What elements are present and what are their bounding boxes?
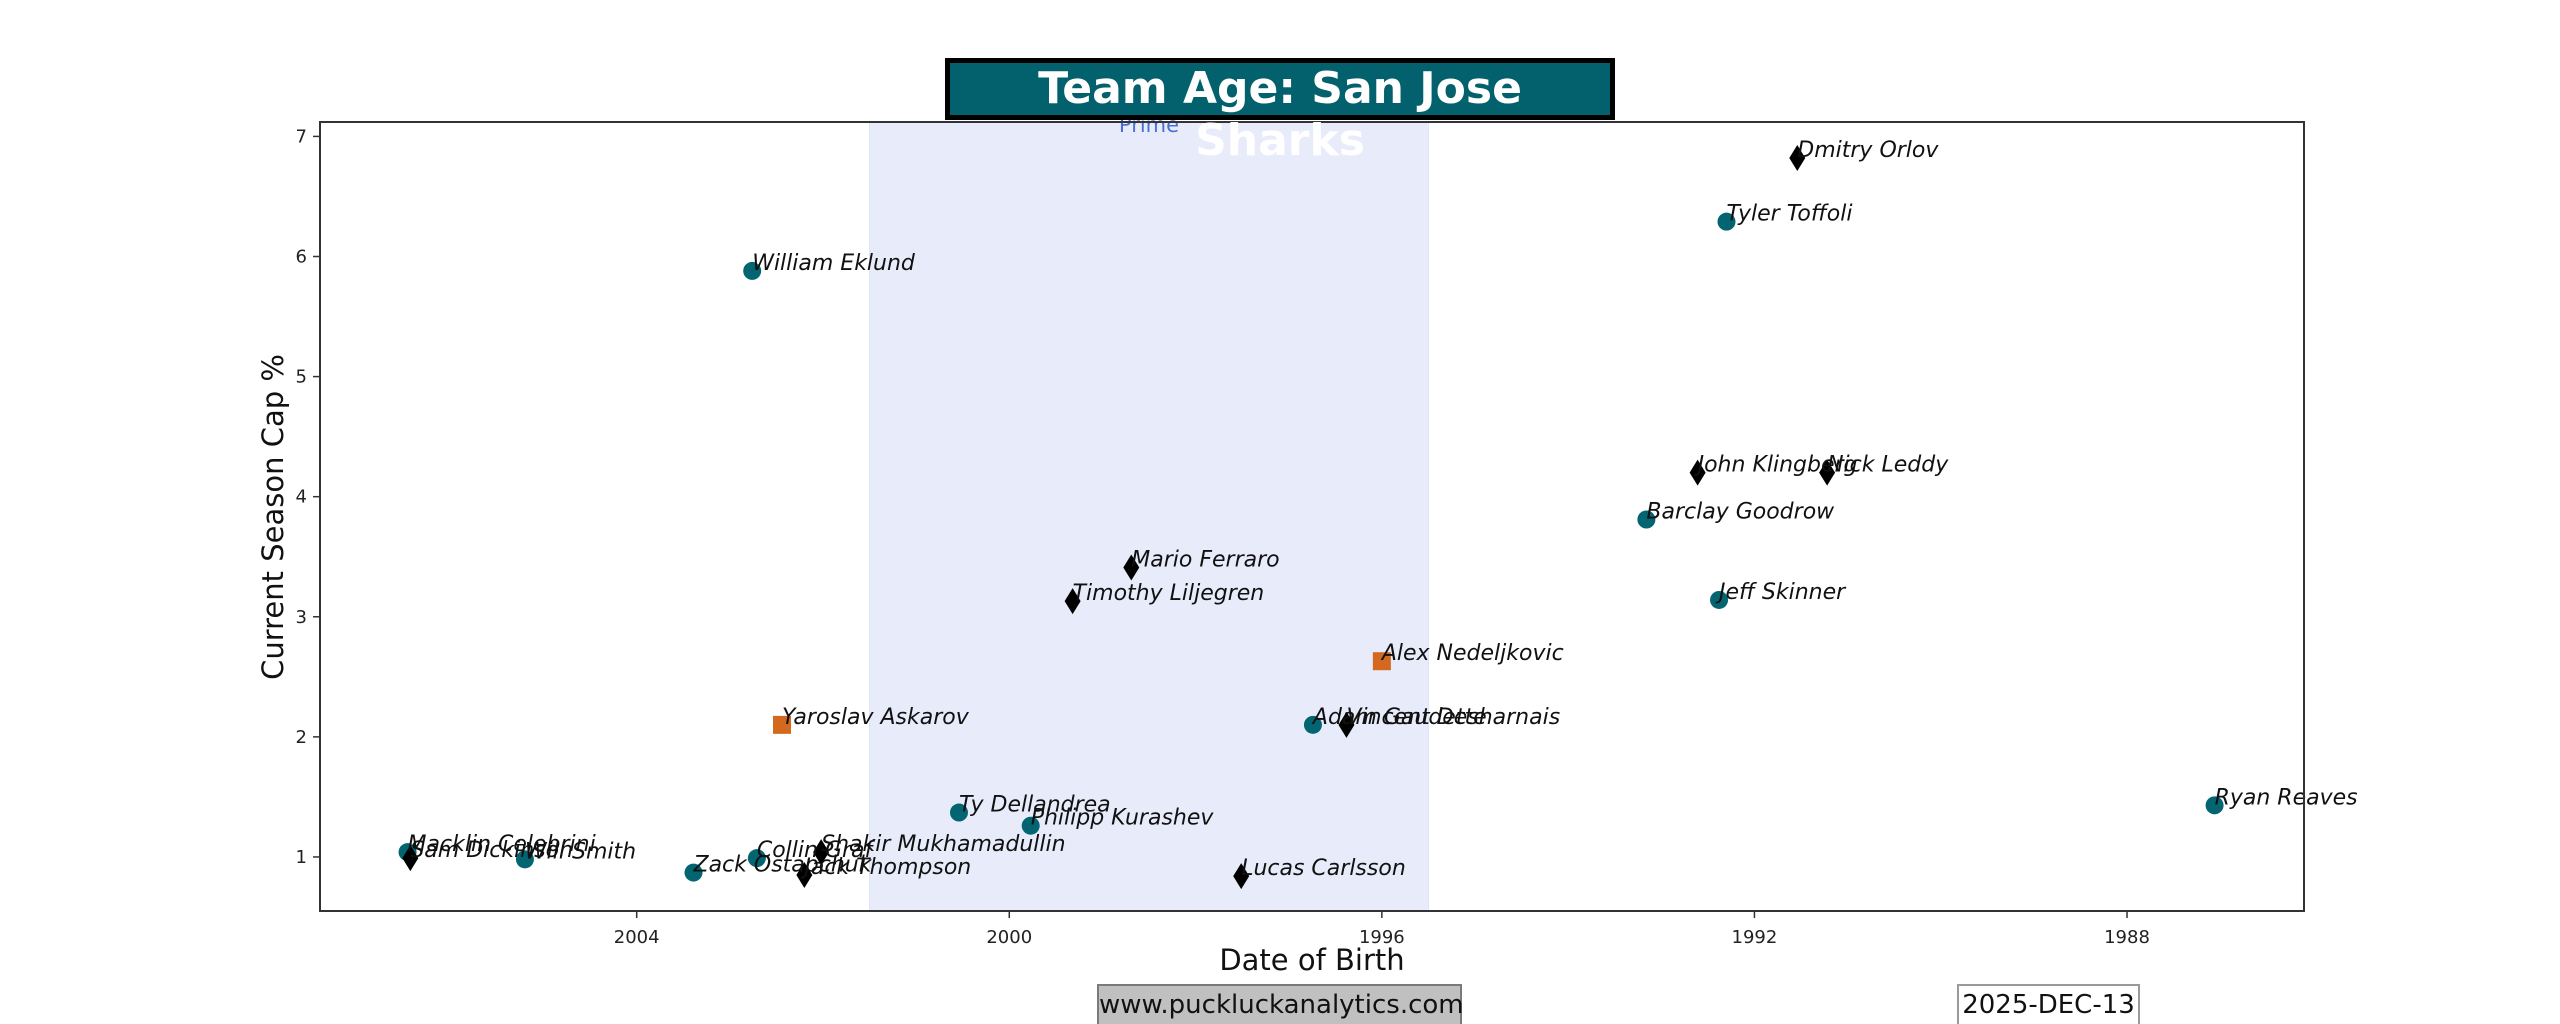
player-label: Jeff Skinner: [1715, 580, 1847, 605]
player-label: Collin Graf: [757, 838, 876, 863]
player-label: Jack Thompson: [800, 855, 971, 880]
y-axis-ticks: 1 2 3 4 5 6 7: [296, 126, 320, 868]
player-marker-forward: [743, 261, 762, 280]
player-label: William Eklund: [752, 251, 916, 276]
player-marker-defense: [796, 861, 813, 888]
y-tick-label: 3: [296, 607, 307, 628]
player-marker-forward: [2205, 796, 2224, 815]
y-tick-label: 6: [296, 247, 307, 268]
player-marker-defense: [813, 839, 830, 866]
x-tick-label: 2000: [986, 927, 1032, 948]
player-marker-defense: [1689, 459, 1706, 486]
data-points: [398, 145, 2224, 890]
player-marker-defense: [1819, 459, 1836, 486]
player-marker-forward: [684, 863, 703, 882]
x-tick-label: 1988: [2104, 927, 2150, 948]
player-marker-defense: [1233, 863, 1250, 890]
y-axis-label: Current Season Cap %: [256, 354, 290, 680]
player-marker-forward: [1303, 715, 1322, 734]
y-tick-label: 4: [296, 487, 307, 508]
chart-title: Team Age: San Jose Sharks: [945, 58, 1615, 166]
player-label: Macklin Celebrini: [408, 832, 596, 857]
plot-frame: [319, 121, 2305, 912]
player-label: Lucas Carlsson: [1241, 856, 1406, 881]
website-footer: www.puckluckanalytics.com: [1097, 984, 1464, 1024]
player-label: Vincent Desharnais: [1346, 705, 1560, 730]
player-label: Ty Dellandrea: [959, 793, 1111, 818]
player-label: Mario Ferraro: [1131, 548, 1279, 573]
date-footer: 2025-DEC-13: [1957, 984, 2140, 1024]
player-marker-goalie: [1372, 652, 1391, 671]
player-label: Sam Dickinson: [410, 838, 573, 863]
player-marker-forward: [747, 849, 766, 868]
player-marker-forward: [515, 850, 534, 869]
player-label: Nick Leddy: [1827, 453, 1949, 478]
point-labels: William Eklund Tyler Toffoli Barclay Goodr…: [408, 138, 2358, 881]
player-marker-forward: [1637, 510, 1656, 529]
player-label: Tyler Toffoli: [1726, 202, 1852, 227]
player-label: Dmitry Orlov: [1797, 138, 1939, 163]
prime-region: [869, 121, 1429, 912]
player-marker-defense: [1338, 711, 1355, 738]
player-label: Barclay Goodrow: [1646, 500, 1835, 525]
y-tick-label: 2: [296, 727, 307, 748]
x-axis-label: Date of Birth: [1219, 943, 1404, 977]
x-tick-label: 2004: [614, 927, 660, 948]
player-marker-forward: [1021, 816, 1040, 835]
player-label: Adam Gaudette: [1311, 705, 1487, 730]
y-tick-label: 5: [296, 367, 307, 388]
player-label: Timothy Liljegren: [1073, 581, 1265, 606]
player-marker-defense: [402, 845, 419, 872]
player-marker-defense: [1064, 588, 1081, 615]
player-marker-defense: [1789, 145, 1806, 172]
x-axis-ticks: 2004 2000 1996 1992 1988: [614, 911, 2150, 948]
player-marker-forward: [949, 803, 968, 822]
x-tick-label: 1996: [1359, 927, 1405, 948]
y-tick-label: 7: [296, 126, 307, 147]
player-label: John Klingberg: [1694, 453, 1858, 478]
x-tick-label: 1992: [1732, 927, 1778, 948]
player-label: Yaroslav Askarov: [782, 705, 970, 730]
player-marker-forward: [1710, 590, 1729, 609]
player-label: Ryan Reaves: [2215, 785, 2358, 810]
player-label: Will Smith: [525, 839, 636, 864]
player-label: Zack Ostapchuk: [693, 853, 873, 878]
player-marker-defense: [1123, 554, 1140, 581]
player-label: Alex Nedeljkovic: [1380, 641, 1564, 666]
player-label: Shakir Mukhamadullin: [821, 832, 1065, 857]
player-marker-forward: [1717, 212, 1736, 231]
player-marker-goalie: [773, 715, 792, 734]
y-tick-label: 1: [296, 847, 307, 868]
player-label: Philipp Kurashev: [1031, 806, 1215, 831]
